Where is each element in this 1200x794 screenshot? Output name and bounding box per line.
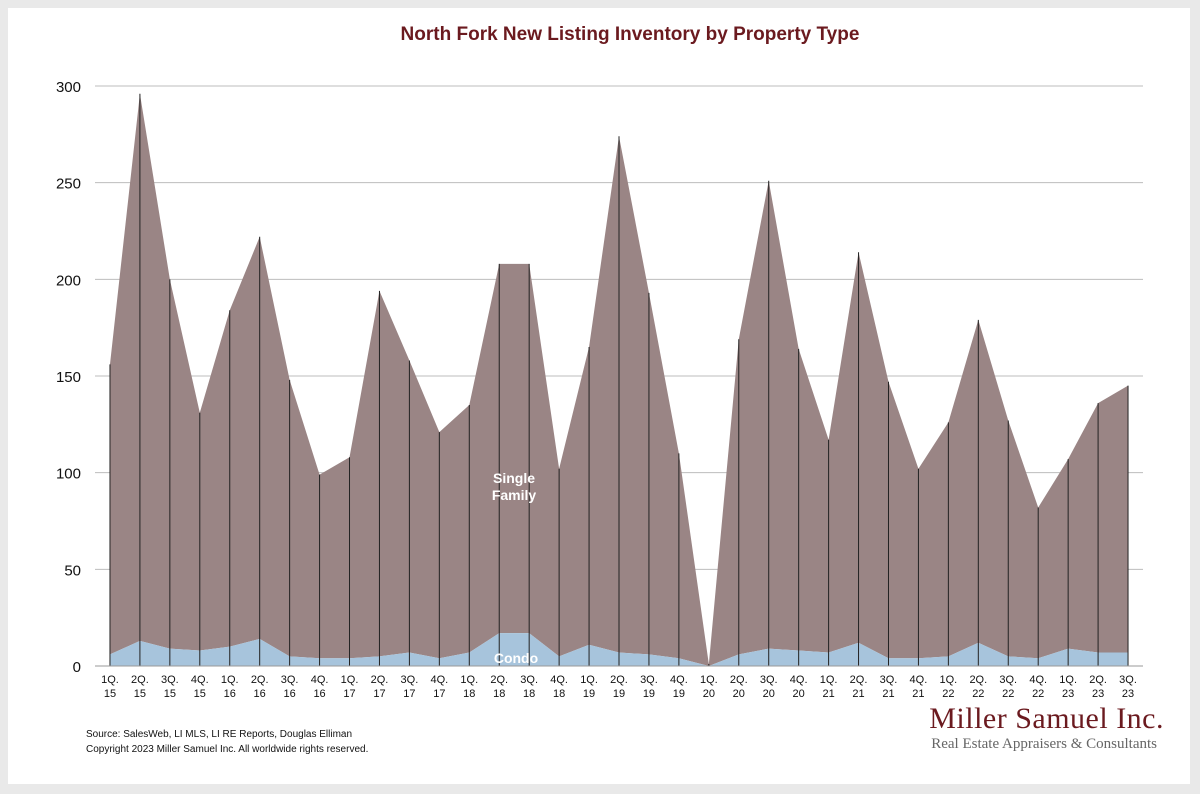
x-tick-label: 4Q. 15 (191, 674, 209, 700)
x-tick-label: 2Q. 19 (610, 674, 628, 700)
x-tick-label: 2Q. 22 (969, 674, 987, 700)
series-area-condo (109, 633, 1129, 666)
x-tick-label: 4Q. 19 (670, 674, 688, 700)
x-tick-label: 4Q. 17 (430, 674, 448, 700)
y-tick-label: 250 (56, 176, 81, 193)
x-tick-label: 1Q. 17 (341, 674, 359, 700)
x-tick-label: 3Q. 16 (281, 674, 299, 700)
source-note: Source: SalesWeb, LI MLS, LI RE Reports,… (86, 729, 353, 740)
chart-title: North Fork New Listing Inventory by Prop… (400, 24, 860, 45)
x-tick-label: 2Q. 16 (251, 674, 269, 700)
x-tick-label: 1Q. 22 (940, 674, 958, 700)
x-tick-label: 3Q. 18 (520, 674, 538, 700)
x-tick-label: 1Q. 19 (580, 674, 598, 700)
x-tick-label: 4Q. 16 (311, 674, 329, 700)
x-tick-label: 4Q. 18 (550, 674, 568, 700)
y-tick-label: 150 (56, 369, 81, 386)
y-tick-label: 200 (56, 272, 81, 289)
copyright-note: Copyright 2023 Miller Samuel Inc. All wo… (86, 744, 369, 755)
x-tick-label: 3Q. 23 (1119, 674, 1137, 700)
x-tick-label: 2Q. 20 (730, 674, 748, 700)
x-tick-label: 3Q. 20 (760, 674, 778, 700)
x-tick-label: 3Q. 19 (640, 674, 658, 700)
brand-name: Miller Samuel Inc. (929, 702, 1164, 735)
x-tick-label: 1Q. 15 (101, 674, 119, 700)
brand-tagline: Real Estate Appraisers & Consultants (931, 736, 1158, 752)
x-tick-label: 1Q. 21 (820, 674, 838, 700)
series-label-single-family: Single Family (492, 470, 537, 503)
y-tick-label: 50 (64, 562, 81, 579)
x-tick-label: 2Q. 15 (131, 674, 149, 700)
x-tick-label: 4Q. 22 (1029, 674, 1047, 700)
x-tick-label: 2Q. 17 (371, 674, 389, 700)
y-tick-label: 0 (73, 659, 81, 676)
x-tick-label: 2Q. 18 (490, 674, 508, 700)
x-tick-label: 3Q. 21 (880, 674, 898, 700)
x-tick-label: 2Q. 21 (850, 674, 868, 700)
y-tick-label: 100 (56, 466, 81, 483)
x-tick-label: 3Q. 22 (999, 674, 1017, 700)
x-tick-label: 4Q. 20 (790, 674, 808, 700)
x-tick-label: 1Q. 18 (460, 674, 478, 700)
brand-logo: Miller Samuel Inc. Real Estate Appraiser… (929, 702, 1164, 753)
x-tick-label: 1Q. 16 (221, 674, 239, 700)
x-tick-label: 2Q. 23 (1089, 674, 1107, 700)
x-tick-label: 3Q. 15 (161, 674, 179, 700)
x-tick-label: 4Q. 21 (910, 674, 928, 700)
x-tick-label: 1Q. 23 (1059, 674, 1077, 700)
x-tick-label: 1Q. 20 (700, 674, 718, 700)
series-label-condo: Condo (494, 650, 538, 666)
x-tick-label: 3Q. 17 (401, 674, 419, 700)
y-tick-label: 300 (56, 79, 81, 96)
